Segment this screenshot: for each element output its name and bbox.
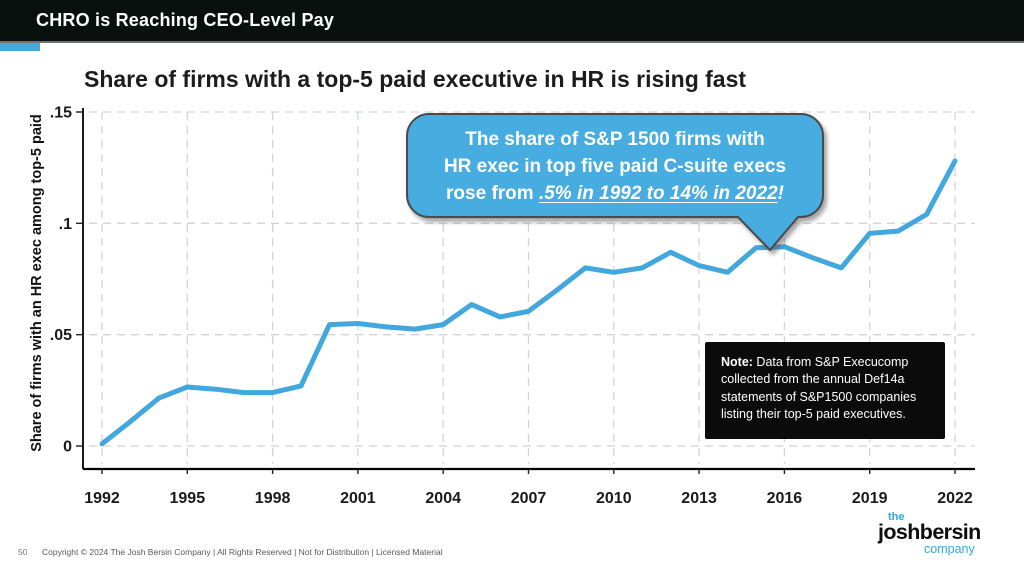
chart-title: Share of firms with a top-5 paid executi… [84, 66, 747, 92]
accent-bar [0, 43, 40, 51]
x-tick-label: 2001 [340, 490, 376, 507]
callout-line-3: rose from .5% in 1992 to 14% in 2022! [407, 180, 823, 207]
x-tick-label: 2019 [852, 490, 888, 507]
x-tick-label: 1998 [255, 490, 291, 507]
copyright-text: Copyright © 2024 The Josh Bersin Company… [42, 547, 443, 557]
callout-bubble-text: The share of S&P 1500 firms with HR exec… [407, 126, 823, 207]
y-tick-label: .1 [59, 216, 72, 233]
data-line [99, 158, 958, 447]
x-tick-label: 2004 [425, 490, 461, 507]
logo-company: company [924, 542, 975, 556]
x-tick-label: 2022 [937, 490, 973, 507]
y-tick-label: .15 [50, 105, 72, 122]
note-label: Note: [721, 355, 753, 369]
callout-line-3-suffix: ! [777, 183, 784, 204]
header-bar: CHRO is Reaching CEO-Level Pay [0, 0, 1024, 43]
x-tick-label: 2013 [681, 490, 717, 507]
logo-name: joshbersin [878, 520, 981, 544]
x-tick-label: 1992 [84, 490, 120, 507]
callout-line-1: The share of S&P 1500 firms with [465, 129, 765, 150]
x-tick-label: 1995 [170, 490, 206, 507]
x-tick-label: 2007 [511, 490, 547, 507]
joshbersin-logo: the joshbersin company [878, 511, 994, 556]
page-number: 50 [18, 547, 28, 557]
x-tick-label: 2010 [596, 490, 632, 507]
header-title: CHRO is Reaching CEO-Level Pay [36, 10, 335, 30]
y-tick-label: 0 [63, 439, 72, 456]
logo-the: the [888, 511, 905, 523]
note-box: Note: Data from S&P Execucomp collected … [705, 342, 945, 439]
callout-line-3-emphasis: .5% in 1992 to 14% in 2022 [538, 183, 778, 204]
note-text: Data from S&P Execucomp collected from t… [721, 355, 917, 421]
x-tick-label: 2016 [767, 490, 803, 507]
callout-line-2: HR exec in top five paid C-suite execs [443, 156, 787, 177]
y-tick-label: .05 [50, 327, 72, 344]
callout-line-3-prefix: rose from [446, 183, 539, 204]
